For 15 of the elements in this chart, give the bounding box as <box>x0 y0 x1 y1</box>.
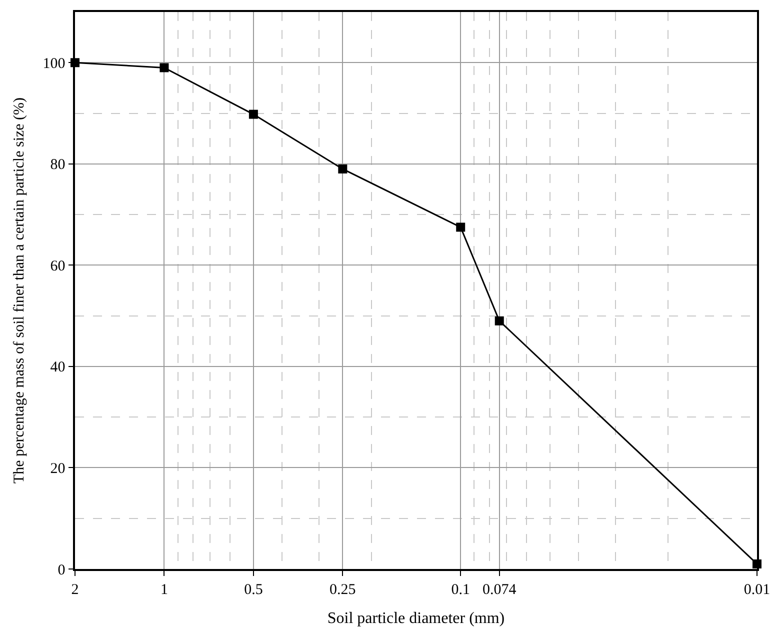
y-tick-label: 80 <box>50 157 66 174</box>
y-tick-label: 60 <box>50 258 66 274</box>
x-tick-label: 0.01 <box>744 582 770 598</box>
y-tick-label: 100 <box>42 56 66 72</box>
x-tick-label: 0.25 <box>330 582 356 598</box>
y-axis-title: The percentage mass of soil finer than a certain particle size (%) <box>12 97 28 484</box>
x-tick-label: 2 <box>71 582 79 598</box>
y-tick-label: 40 <box>50 360 66 376</box>
x-tick-label: 0.074 <box>482 582 517 598</box>
x-tick-label: 0.1 <box>451 582 470 598</box>
x-axis-title: Soil particle diameter (mm) <box>327 610 505 627</box>
x-tick-label: 1 <box>160 582 168 598</box>
y-tick-label: 20 <box>50 460 66 477</box>
y-tick-label: 0 <box>58 562 66 578</box>
x-tick-label: 0.5 <box>244 582 263 598</box>
